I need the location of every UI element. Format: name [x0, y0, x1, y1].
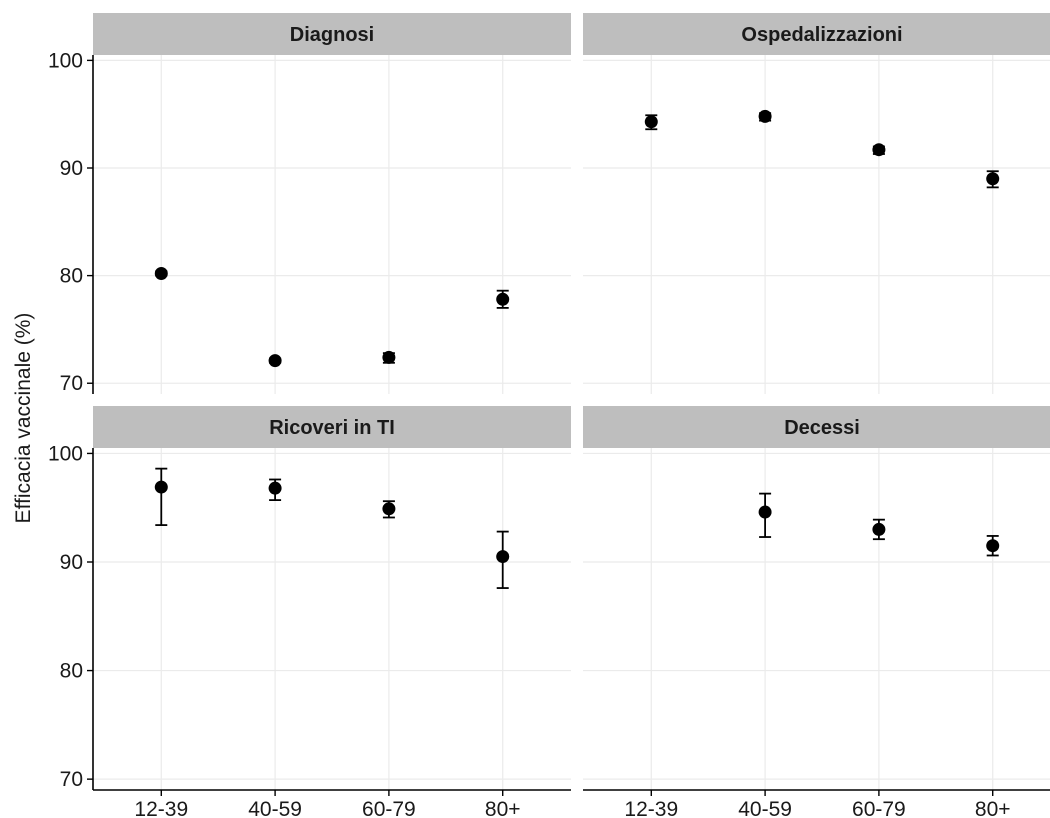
panel-strip	[583, 406, 1050, 448]
panel-strip	[583, 13, 1050, 55]
panel-title: Decessi	[784, 417, 860, 439]
y-tick-label: 90	[60, 551, 83, 574]
x-tick-label: 80+	[485, 798, 521, 818]
x-tick-label: 40-59	[248, 798, 302, 818]
data-point	[986, 539, 1000, 553]
data-point	[154, 266, 168, 280]
data-point	[986, 172, 1000, 186]
data-point	[496, 550, 510, 564]
y-tick-label: 80	[60, 265, 83, 288]
data-point	[758, 109, 772, 123]
data-point	[872, 143, 886, 157]
data-point	[496, 292, 510, 306]
data-point	[154, 480, 168, 494]
panel-title: Ricoveri in TI	[269, 417, 395, 439]
y-tick-label: 80	[60, 660, 83, 683]
y-tick-label: 100	[48, 49, 83, 72]
x-tick-label: 80+	[975, 798, 1011, 818]
panel: Diagnosi 70 80 90 100	[48, 13, 571, 395]
data-point	[382, 350, 396, 364]
panel-title: Ospedalizzazioni	[741, 24, 902, 46]
panel: Ricoveri in TI 70 80 90 100 12-39 40-59 60-79 80…	[48, 406, 571, 818]
panel-strip	[93, 406, 571, 448]
data-point	[268, 354, 282, 368]
panel: Ospedalizzazioni	[583, 13, 1050, 394]
y-tick-label: 90	[60, 157, 83, 180]
panel: Decessi 12-39 40-59 60-79 80+	[583, 406, 1050, 818]
y-tick-label: 100	[48, 442, 83, 465]
data-point	[644, 115, 658, 129]
x-tick-label: 12-39	[624, 798, 678, 818]
x-tick-label: 60-79	[362, 798, 416, 818]
data-point	[268, 481, 282, 495]
y-tick-label: 70	[60, 372, 83, 395]
data-point	[758, 505, 772, 519]
x-tick-label: 40-59	[738, 798, 792, 818]
x-tick-label: 60-79	[852, 798, 906, 818]
y-axis-title: Efficacia vaccinale (%)	[12, 313, 35, 524]
panel-title: Diagnosi	[290, 24, 374, 46]
panels-layer: Diagnosi 70 80 90 100 Ospedalizzazioni Ricover…	[48, 13, 1050, 818]
data-point	[872, 522, 886, 536]
panel-strip	[93, 13, 571, 55]
y-tick-label: 70	[60, 768, 83, 791]
data-point	[382, 502, 396, 516]
x-tick-label: 12-39	[134, 798, 188, 818]
